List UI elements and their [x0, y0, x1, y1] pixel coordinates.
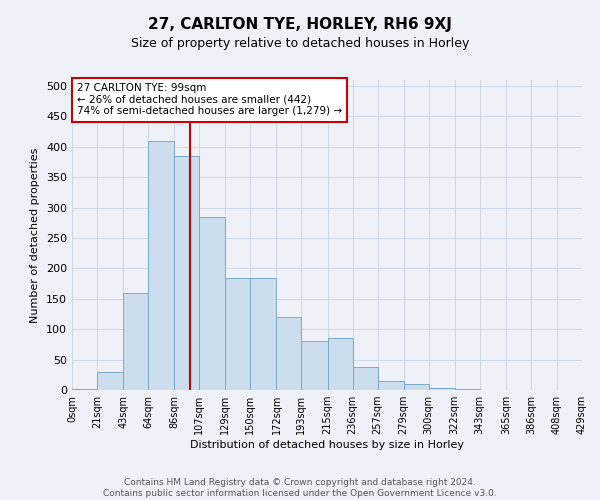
- Bar: [428, 388, 455, 390]
- Bar: [301, 342, 328, 390]
- Bar: [174, 156, 199, 390]
- Bar: [353, 367, 377, 390]
- Bar: [199, 217, 226, 390]
- Text: 27 CARLTON TYE: 99sqm
← 26% of detached houses are smaller (442)
74% of semi-det: 27 CARLTON TYE: 99sqm ← 26% of detached …: [77, 83, 342, 116]
- Bar: [404, 384, 428, 390]
- X-axis label: Distribution of detached houses by size in Horley: Distribution of detached houses by size …: [190, 440, 464, 450]
- Bar: [97, 372, 123, 390]
- Text: Size of property relative to detached houses in Horley: Size of property relative to detached ho…: [131, 38, 469, 51]
- Bar: [123, 292, 148, 390]
- Text: 27, CARLTON TYE, HORLEY, RH6 9XJ: 27, CARLTON TYE, HORLEY, RH6 9XJ: [148, 18, 452, 32]
- Bar: [250, 278, 277, 390]
- Bar: [328, 338, 353, 390]
- Bar: [148, 141, 174, 390]
- Bar: [226, 278, 250, 390]
- Bar: [377, 381, 404, 390]
- Bar: [72, 389, 97, 390]
- Text: Contains HM Land Registry data © Crown copyright and database right 2024.
Contai: Contains HM Land Registry data © Crown c…: [103, 478, 497, 498]
- Bar: [277, 317, 301, 390]
- Y-axis label: Number of detached properties: Number of detached properties: [31, 148, 40, 322]
